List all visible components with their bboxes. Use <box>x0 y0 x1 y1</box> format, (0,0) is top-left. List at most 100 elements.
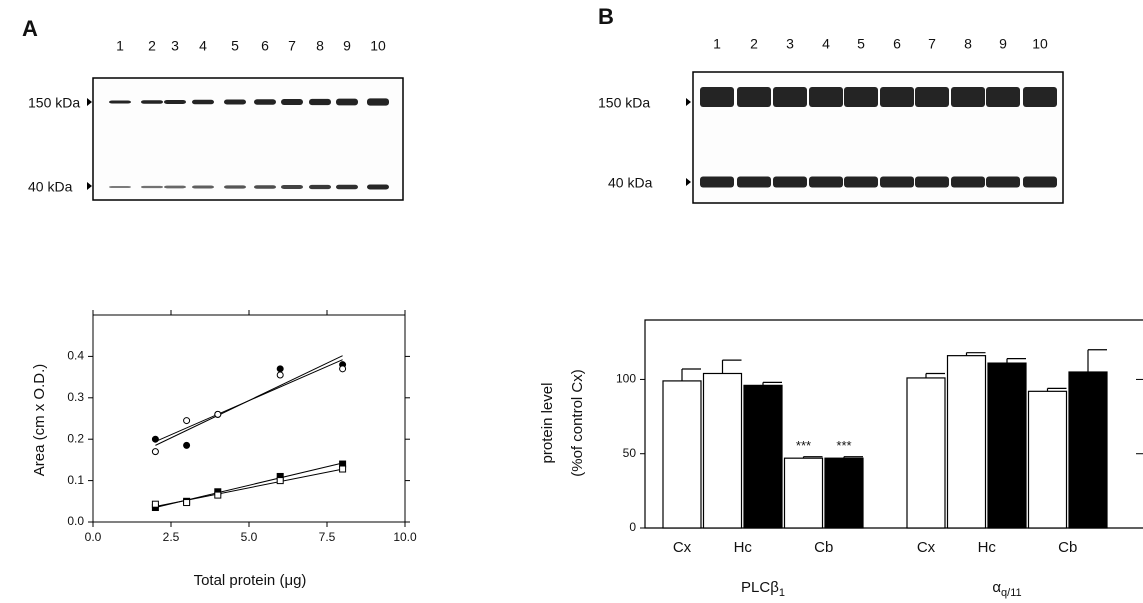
y-tick-label: 0.3 <box>67 390 84 404</box>
lane-label: 8 <box>964 36 972 52</box>
band <box>109 186 131 188</box>
point <box>276 371 284 379</box>
y-tick-label: 0.2 <box>67 431 84 445</box>
marker-arrow <box>87 98 92 106</box>
lane-label: 2 <box>148 38 156 54</box>
group-label-sub: q/11 <box>1001 587 1022 599</box>
group-label-main: α <box>992 579 1001 596</box>
x-tick-label: Cb <box>814 539 833 556</box>
bar <box>662 380 702 529</box>
band <box>986 176 1020 188</box>
lane-label: 4 <box>822 36 830 52</box>
panel-label: B <box>598 4 614 29</box>
x-tick-label: Cx <box>673 539 692 556</box>
lane-label: 5 <box>231 38 239 54</box>
panel-label: A <box>22 16 38 41</box>
annotation: *** <box>796 438 811 453</box>
x-tick-label: Hc <box>978 539 997 556</box>
band <box>880 87 914 107</box>
y-tick-label: 50 <box>623 446 637 460</box>
x-tick-label: 0.0 <box>85 530 102 544</box>
band <box>141 185 163 189</box>
error-bar <box>925 372 945 378</box>
band <box>1023 176 1057 188</box>
bar <box>702 372 743 529</box>
error-bar <box>681 368 701 381</box>
band <box>880 176 914 188</box>
point <box>276 365 284 373</box>
plot-frame <box>644 319 1143 529</box>
lane-label: 9 <box>999 36 1007 52</box>
lane-label: 7 <box>288 38 296 54</box>
y-tick-label: 0 <box>629 520 636 534</box>
band <box>951 176 985 188</box>
point <box>183 499 191 507</box>
band <box>773 176 807 188</box>
band <box>281 99 303 105</box>
x-tick-label: Cb <box>1058 539 1077 556</box>
bar <box>743 384 783 529</box>
band <box>254 99 276 105</box>
point <box>151 500 159 508</box>
bar <box>1068 371 1108 529</box>
lane-label: 8 <box>316 38 324 54</box>
group-label: PLCβ1 <box>741 579 785 599</box>
x-tick-label: 2.5 <box>163 530 180 544</box>
bar <box>987 362 1027 529</box>
lane-label: 5 <box>857 36 865 52</box>
lane-label: 9 <box>343 38 351 54</box>
x-tick-label: 7.5 <box>319 530 336 544</box>
point <box>339 465 347 473</box>
band <box>141 100 163 104</box>
band <box>164 185 186 189</box>
x-tick-label: 5.0 <box>241 530 258 544</box>
marker-label: 40 kDa <box>28 179 73 195</box>
band <box>224 185 246 189</box>
band <box>309 184 331 190</box>
band <box>164 100 186 104</box>
y-tick-label: 0.4 <box>67 349 84 363</box>
band <box>109 100 131 104</box>
band <box>737 87 771 107</box>
band <box>809 87 843 107</box>
group-label-sub: 1 <box>779 587 785 599</box>
point <box>183 441 191 449</box>
band <box>224 99 246 105</box>
point <box>151 435 159 443</box>
error-bar <box>1046 387 1067 392</box>
error-bar <box>1006 358 1026 364</box>
lane-label: 10 <box>370 38 386 54</box>
bar <box>783 457 824 529</box>
band <box>192 185 214 189</box>
fit-line <box>155 359 343 443</box>
lane-label: 6 <box>261 38 269 54</box>
error-bar <box>802 456 823 459</box>
lane-label: 10 <box>1032 36 1048 52</box>
marker-arrow <box>686 98 691 106</box>
y-axis-title: protein level <box>539 383 556 464</box>
lane-label: 1 <box>116 38 124 54</box>
y-axis-title: (%of control Cx) <box>569 369 586 477</box>
band <box>336 184 358 190</box>
lane-label: 7 <box>928 36 936 52</box>
annotation: *** <box>836 438 851 453</box>
band <box>1023 87 1057 107</box>
marker-arrow <box>87 182 92 190</box>
band <box>700 176 734 188</box>
x-tick-label: Cx <box>917 539 936 556</box>
point <box>183 417 191 425</box>
y-tick-label: 100 <box>616 372 636 386</box>
error-bar <box>762 381 782 386</box>
band <box>844 87 878 107</box>
plot-frame <box>92 314 406 523</box>
lane-label: 4 <box>199 38 207 54</box>
group-label: αq/11 <box>992 579 1021 599</box>
y-axis-title: Area (cm x O.D.) <box>31 364 48 477</box>
bar <box>824 457 864 529</box>
band <box>700 87 734 107</box>
error-bar <box>843 456 863 459</box>
blot-frame <box>92 77 404 201</box>
point <box>339 365 347 373</box>
marker-arrow <box>686 178 691 186</box>
